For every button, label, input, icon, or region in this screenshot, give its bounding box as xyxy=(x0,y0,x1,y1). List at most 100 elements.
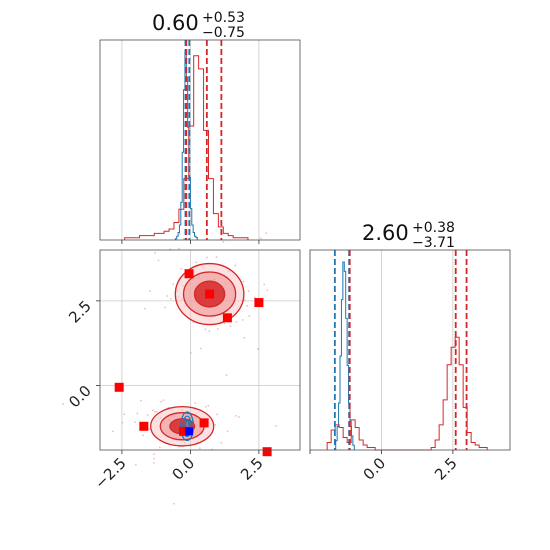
sample-point xyxy=(243,299,246,302)
x-tick-label-param-0: 2.5 xyxy=(237,454,267,484)
x-tick-label-param-0: −2.5 xyxy=(91,454,129,492)
sample-point xyxy=(134,421,136,424)
sample-point xyxy=(123,413,126,416)
sample-point xyxy=(182,237,185,240)
sample-point xyxy=(155,410,158,413)
sample-point xyxy=(216,413,219,416)
title-1-median: 2.60 xyxy=(362,221,409,245)
sample-point xyxy=(153,457,156,460)
sample-point xyxy=(242,280,245,283)
sample-point xyxy=(158,446,161,449)
x-tick-label-param-1: 0.0 xyxy=(360,454,390,484)
sample-point xyxy=(134,463,137,466)
sample-point xyxy=(157,259,160,262)
axes-frame xyxy=(99,39,301,241)
sample-point xyxy=(256,348,259,351)
sample-point xyxy=(248,315,251,317)
sample-point xyxy=(225,374,228,377)
sample-point xyxy=(152,409,154,412)
sample-point xyxy=(241,318,244,321)
title-param-0: 0.60 +0.53 −0.75 xyxy=(152,10,245,41)
sample-point xyxy=(237,416,240,418)
tick-labels: −2.5 0.0 2.5 0.0 2.5 0.0 2.5 xyxy=(65,297,460,493)
y-tick-label-param-1: 0.0 xyxy=(65,382,95,412)
axes-frame xyxy=(99,249,301,451)
marker-square xyxy=(179,426,189,436)
sample-point xyxy=(226,430,229,433)
sample-point xyxy=(164,306,166,309)
title-0-median: 0.60 xyxy=(152,11,199,35)
marker-square xyxy=(139,421,149,431)
sample-point xyxy=(62,403,64,406)
sample-point xyxy=(223,322,226,325)
marker-square xyxy=(184,269,194,279)
marker-square xyxy=(199,418,209,428)
sample-point xyxy=(139,399,142,402)
sample-point xyxy=(153,410,156,413)
sample-point xyxy=(173,502,175,505)
sample-point xyxy=(194,402,197,405)
sample-point xyxy=(153,453,156,456)
sample-point xyxy=(229,325,232,328)
sample-point xyxy=(153,461,155,464)
sample-point xyxy=(234,414,237,417)
sample-point xyxy=(166,295,169,297)
sample-point xyxy=(154,251,157,254)
title-param-1: 2.60 +0.38 −3.71 xyxy=(362,220,455,251)
sample-point xyxy=(215,256,218,259)
sample-point xyxy=(198,447,201,450)
sample-point xyxy=(204,405,207,408)
hist-step-line xyxy=(174,51,198,240)
sample-point xyxy=(121,421,124,424)
sample-point xyxy=(220,441,223,444)
sample-point xyxy=(180,267,183,270)
sample-point xyxy=(162,399,165,402)
contour-blue xyxy=(180,411,195,442)
sample-point xyxy=(148,428,150,431)
title-1-plus: +0.38 xyxy=(412,220,455,236)
sample-point xyxy=(199,347,202,350)
sample-point xyxy=(189,352,192,354)
sample-point xyxy=(205,256,208,259)
sample-point xyxy=(195,261,198,264)
title-0-plus: +0.53 xyxy=(202,10,245,26)
marker-square xyxy=(262,447,272,457)
title-0-minus: −0.75 xyxy=(202,25,245,41)
sample-point xyxy=(143,307,146,310)
sample-point xyxy=(149,290,151,292)
marker-square xyxy=(205,289,215,299)
sample-point xyxy=(265,232,268,235)
scatter-panel-2d xyxy=(62,232,301,505)
sample-point xyxy=(146,413,149,416)
sample-point xyxy=(247,290,250,293)
marker-square xyxy=(254,298,264,308)
sample-point xyxy=(178,247,180,250)
sample-point xyxy=(234,264,237,267)
sample-point xyxy=(178,232,181,235)
contour-blue xyxy=(182,415,192,438)
sample-point xyxy=(216,327,219,330)
x-tick-label-param-0: 0.0 xyxy=(169,454,199,484)
title-1-minus: −3.71 xyxy=(412,235,455,251)
hist-panel-param-0 xyxy=(99,39,301,244)
sample-point xyxy=(204,328,207,331)
sample-point xyxy=(243,336,246,339)
sample-point xyxy=(142,434,145,437)
sample-point xyxy=(171,472,174,475)
sample-point xyxy=(275,425,278,427)
sample-point xyxy=(136,412,139,415)
axes-frame xyxy=(309,249,511,451)
sample-point xyxy=(246,304,249,307)
marker-square xyxy=(114,382,124,392)
hist-step-line xyxy=(326,336,488,451)
sample-point xyxy=(253,296,256,299)
sample-point xyxy=(214,423,217,426)
sample-point xyxy=(207,404,210,407)
hist-panel-param-1 xyxy=(309,249,511,454)
marker-square xyxy=(222,313,232,323)
sample-point xyxy=(235,320,238,323)
sample-point xyxy=(266,289,269,292)
y-tick-label-param-1: 2.5 xyxy=(65,297,95,327)
sample-point xyxy=(208,330,211,332)
